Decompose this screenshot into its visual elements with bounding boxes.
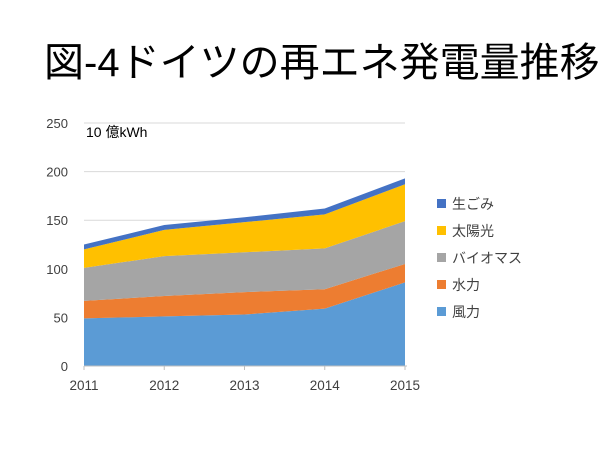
legend-swatch-icon — [437, 307, 446, 316]
x-axis-tick-label: 2013 — [229, 378, 259, 393]
x-axis-tick-label: 2011 — [69, 378, 98, 393]
slide-title: 図-4ドイツの再エネ発電量推移 — [44, 41, 600, 85]
y-axis-tick-label: 250 — [46, 116, 68, 131]
legend-item-wind: 風力 — [437, 298, 522, 325]
legend-swatch-icon — [437, 226, 446, 235]
legend-swatch-icon — [437, 280, 446, 289]
legend-item-label: バイオマス — [452, 249, 522, 266]
chart-legend: 生ごみ太陽光バイオマス水力風力 — [437, 190, 522, 325]
legend-swatch-icon — [437, 253, 446, 262]
area-series-biomass — [84, 221, 405, 301]
y-axis-tick-label: 200 — [46, 165, 68, 180]
legend-item-hydro: 水力 — [437, 271, 522, 298]
legend-item-label: 生ごみ — [452, 195, 494, 212]
area-series-wind — [84, 282, 405, 366]
legend-item-label: 風力 — [452, 303, 480, 320]
y-axis-tick-label: 0 — [61, 359, 68, 374]
y-axis-unit-label: 10 億kWh — [86, 124, 148, 140]
legend-item-solar: 太陽光 — [437, 217, 522, 244]
y-axis-tick-label: 50 — [54, 310, 68, 325]
x-axis-tick-label: 2014 — [310, 378, 341, 393]
legend-item-biomass: バイオマス — [437, 244, 522, 271]
legend-swatch-icon — [437, 199, 446, 208]
chart-area: 0 50 100 150 200 250 2011 2012 2013 2014 2015 — [0, 100, 600, 410]
legend-item-label: 水力 — [452, 276, 480, 293]
legend-item-waste: 生ごみ — [437, 190, 522, 217]
y-axis-tick-label: 150 — [46, 213, 68, 228]
area-series-hydro — [84, 263, 405, 319]
area-series-solar — [84, 184, 405, 268]
stacked-area-chart: 0 50 100 150 200 250 2011 2012 2013 2014 2015 — [46, 116, 420, 393]
legend-item-label: 太陽光 — [452, 222, 494, 239]
x-axis-tick-label: 2015 — [390, 378, 420, 393]
y-axis-tick-label: 100 — [46, 262, 68, 277]
x-axis-tick-label: 2012 — [149, 378, 179, 393]
